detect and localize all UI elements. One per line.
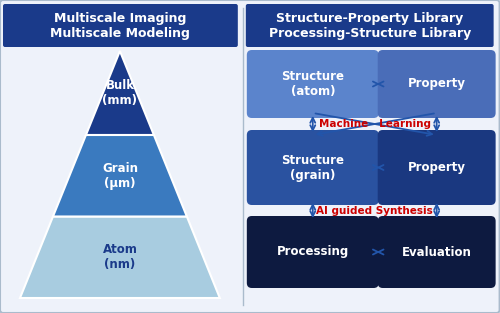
Text: Atom
(nm): Atom (nm)	[102, 243, 138, 271]
Text: Machine   Learning: Machine Learning	[318, 119, 430, 129]
Text: Structure
(atom): Structure (atom)	[282, 70, 344, 98]
Text: Structure
(grain): Structure (grain)	[282, 153, 344, 182]
Text: Bulk
(mm): Bulk (mm)	[102, 79, 138, 107]
Text: Evaluation: Evaluation	[402, 245, 471, 259]
FancyBboxPatch shape	[3, 4, 238, 47]
FancyBboxPatch shape	[378, 216, 496, 288]
Text: Multiscale Imaging
Multiscale Modeling: Multiscale Imaging Multiscale Modeling	[50, 12, 190, 40]
FancyBboxPatch shape	[247, 130, 378, 205]
Text: Property: Property	[408, 78, 466, 90]
Text: Processing: Processing	[276, 245, 349, 259]
Text: AI guided Synthesis: AI guided Synthesis	[316, 206, 433, 215]
Polygon shape	[86, 51, 154, 135]
FancyBboxPatch shape	[2, 2, 239, 311]
Polygon shape	[20, 217, 220, 298]
FancyBboxPatch shape	[378, 130, 496, 205]
FancyBboxPatch shape	[247, 50, 378, 118]
FancyBboxPatch shape	[247, 216, 378, 288]
Text: Structure-Property Library
Processing-Structure Library: Structure-Property Library Processing-St…	[268, 12, 471, 40]
Text: Property: Property	[408, 161, 466, 174]
FancyBboxPatch shape	[246, 4, 494, 47]
FancyBboxPatch shape	[245, 2, 494, 311]
Text: Grain
(μm): Grain (μm)	[102, 162, 138, 190]
Polygon shape	[53, 135, 187, 217]
FancyBboxPatch shape	[378, 50, 496, 118]
